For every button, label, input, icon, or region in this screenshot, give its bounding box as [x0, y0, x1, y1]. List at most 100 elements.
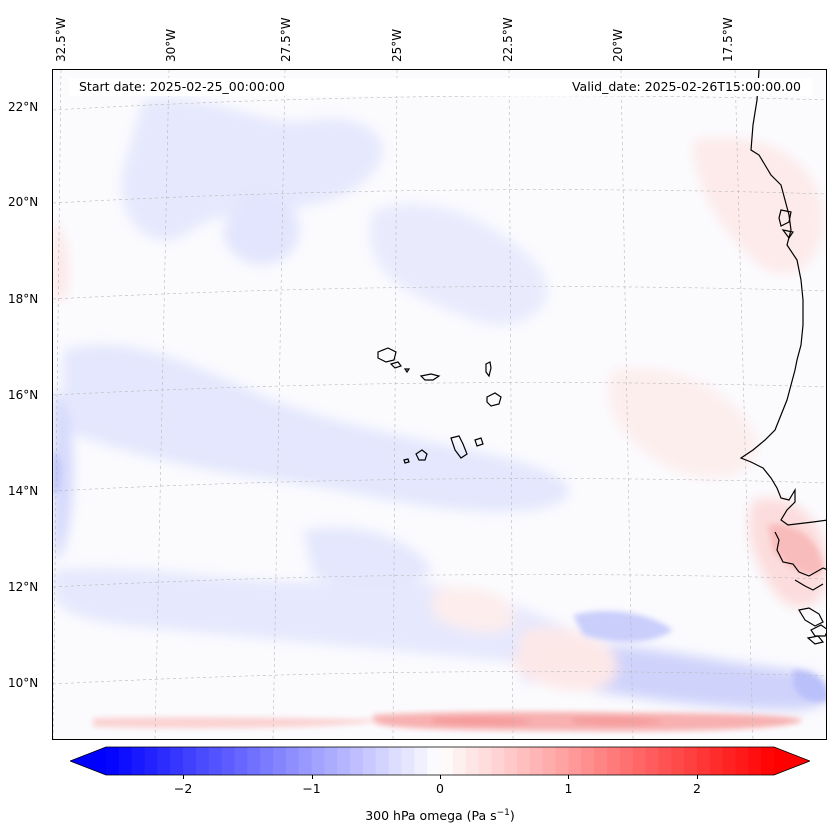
colorbar-tick-mark	[440, 775, 441, 779]
colorbar-cell	[465, 747, 480, 775]
colorbar-cell	[748, 747, 762, 775]
colorbar-cell	[671, 747, 685, 775]
colorbar-cell	[452, 747, 467, 775]
colorbar-cell	[542, 747, 557, 775]
colorbar-tick-mark	[183, 775, 185, 779]
colorbar-cell	[170, 747, 184, 775]
west-africa-coast	[781, 229, 794, 240]
colorbar-outline	[70, 746, 810, 776]
colorbar-cell	[388, 747, 402, 775]
colorbar-cell	[555, 747, 569, 775]
colorbar-tick-label: −2	[173, 781, 193, 796]
colorbar-tick-label: −1	[302, 781, 321, 796]
field-blue-area	[63, 344, 570, 513]
graticule	[53, 70, 826, 739]
colorbar-cell	[761, 747, 775, 775]
latitude-label: 22°N	[8, 100, 39, 114]
colorbar-cell	[375, 747, 390, 775]
latitude-label: 18°N	[8, 292, 39, 306]
colorbar-cell	[311, 747, 325, 775]
island-sao-nicolau	[419, 373, 441, 381]
colorbar-cell	[221, 747, 235, 775]
west-africa-coast	[739, 70, 826, 526]
colorbar-cells	[70, 747, 810, 775]
field-blue-streak	[573, 610, 673, 642]
colorbar-cell	[157, 747, 171, 775]
colorbar-cell	[414, 747, 428, 775]
colorbar	[70, 746, 810, 776]
field-red-area	[53, 220, 69, 303]
colorbar-cell	[709, 747, 724, 775]
colorbar-cell	[619, 747, 634, 775]
colorbar-tick-mark	[696, 775, 698, 779]
field-blue-area	[53, 390, 73, 560]
field-blue-area	[369, 203, 548, 326]
latitude-label: 16°N	[8, 388, 39, 402]
colorbar-cell	[195, 747, 210, 775]
coastline	[377, 70, 826, 645]
colorbar-cell	[324, 747, 338, 775]
longitude-label: 17.5°W	[721, 17, 735, 62]
latitude-label: 10°N	[8, 676, 39, 690]
info-bar: Start date: 2025-02-25_00:00:00 Valid_da…	[69, 78, 813, 96]
latitude-label: 14°N	[8, 484, 39, 498]
map-canvas	[53, 70, 826, 739]
field-red-area	[513, 628, 618, 691]
island-boa-vista	[486, 392, 502, 407]
colorbar-cell	[131, 747, 146, 775]
start-date-label: Start date: 2025-02-25_00:00:00	[79, 79, 285, 94]
colorbar-cell	[427, 747, 441, 775]
island-maio	[474, 437, 484, 447]
longitude-label: 32.5°W	[54, 17, 68, 62]
longitude-label: 30°W	[164, 28, 178, 62]
field-blue-area	[223, 188, 300, 265]
colorbar-tick-mark	[311, 775, 313, 779]
colorbar-cell	[581, 747, 595, 775]
colorbar-cell	[607, 747, 621, 775]
longitude-label: 25°W	[390, 28, 404, 62]
colorbar-cell	[735, 747, 749, 775]
colorbar-cell	[478, 747, 492, 775]
island-brava	[403, 458, 410, 464]
latitude-label: 20°N	[8, 195, 39, 209]
colorbar-tick-label: 0	[436, 781, 444, 796]
field-blue-area	[303, 527, 433, 586]
island-sao-vicente	[389, 361, 402, 369]
colorbar-cell	[440, 747, 454, 775]
field-blue-area	[121, 98, 383, 241]
colorbar-title: 300 hPa omega (Pa s−1)	[365, 808, 515, 824]
west-africa-coast	[774, 531, 826, 577]
colorbar-min-extend	[70, 747, 106, 775]
west-africa-coast	[810, 624, 826, 637]
colorbar-cell	[658, 747, 672, 775]
colorbar-cell	[183, 747, 197, 775]
island-fogo	[415, 449, 428, 461]
west-africa-coast	[794, 579, 824, 591]
omega-field	[53, 98, 826, 710]
bottom-red-band	[93, 711, 803, 732]
island-sal	[485, 361, 492, 378]
colorbar-cell	[298, 747, 313, 775]
colorbar-cell	[401, 747, 415, 775]
colorbar-max-extend	[774, 747, 810, 775]
colorbar-cell	[350, 747, 364, 775]
map-frame	[52, 69, 827, 740]
field-red-area	[433, 587, 515, 633]
colorbar-cell	[645, 747, 659, 775]
colorbar-cell	[144, 747, 158, 775]
colorbar-cell	[234, 747, 248, 775]
field-red-area	[693, 137, 824, 274]
omega-field-detail	[53, 450, 826, 702]
colorbar-cell	[504, 747, 518, 775]
colorbar-tick-label: 2	[692, 781, 701, 796]
colorbar-cell	[568, 747, 582, 775]
colorbar-cell	[106, 747, 120, 775]
colorbar-cell	[517, 747, 531, 775]
colorbar-cell	[260, 747, 274, 775]
colorbar-cell	[362, 747, 377, 775]
colorbar-cell	[118, 747, 133, 775]
longitude-label: 20°W	[611, 28, 625, 62]
colorbar-cell	[208, 747, 223, 775]
west-africa-coast	[798, 607, 824, 627]
field-red-streak	[768, 524, 823, 574]
